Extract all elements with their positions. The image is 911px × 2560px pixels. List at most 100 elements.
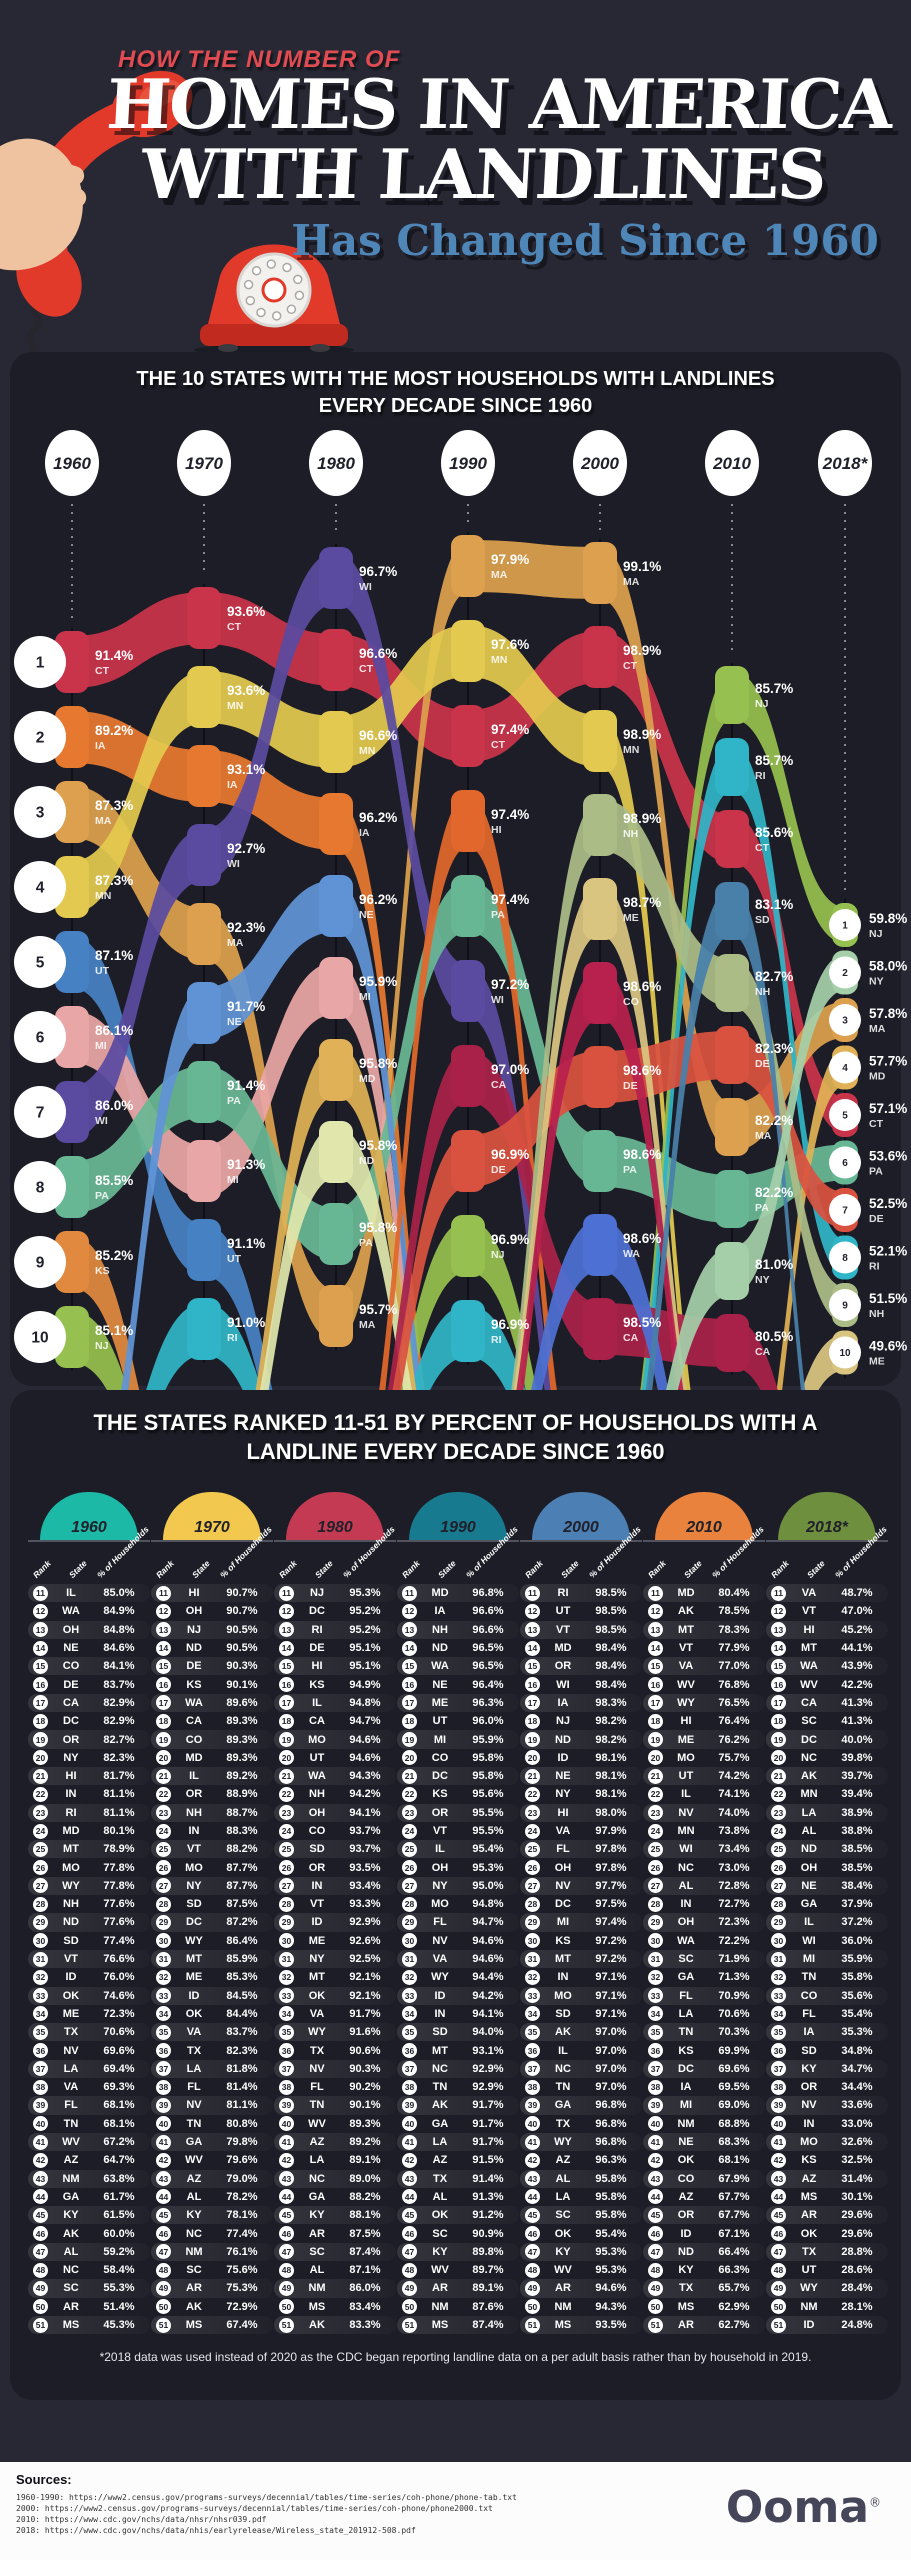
rank-badge: 23: [156, 1805, 171, 1821]
node-state-label: CA: [491, 1079, 507, 1091]
state-cell: NV: [555, 1879, 571, 1892]
left-rank-circle: [14, 1011, 66, 1063]
state-cell: AR: [186, 2282, 202, 2295]
percent-cell: 61.5%: [103, 2209, 135, 2222]
table-row: 29 ND 77.6%: [28, 1913, 150, 1932]
state-cell: AL: [432, 2190, 448, 2203]
rank-badge: 32: [156, 1969, 171, 1985]
table-row: 27 WY 77.8%: [28, 1876, 150, 1896]
state-cell: TX: [63, 2026, 79, 2039]
state-cell: LA: [801, 1806, 817, 1819]
rank-badge: 25: [402, 1841, 417, 1857]
node-pct-label: 97.4%: [491, 892, 529, 907]
percent-cell: 79.0%: [226, 2172, 258, 2185]
rank-badge: 41: [33, 2134, 48, 2150]
left-rank-circle: [14, 1311, 66, 1363]
percent-cell: 95.3%: [472, 1861, 504, 1874]
table-row: 16 WV 76.8%: [643, 1675, 765, 1693]
rank-badge: 32: [771, 1969, 786, 1985]
table-row: 47 NM 76.1%: [151, 2242, 273, 2261]
state-cell: DE: [309, 1642, 325, 1655]
rank-badge: 51: [156, 2317, 171, 2333]
state-cell: AK: [309, 2319, 325, 2332]
decade-arch-header: 1980: [286, 1492, 384, 1540]
percent-cell: 69.6%: [103, 2044, 135, 2057]
state-cell: IA: [680, 2081, 692, 2094]
source-line: 1960-1990: https://www2.census.gov/progr…: [16, 2493, 517, 2502]
percent-cell: 98.1%: [595, 1751, 627, 1764]
percent-cell: 75.3%: [226, 2282, 258, 2295]
rank-badge: 40: [156, 2116, 171, 2132]
rank-badge: 23: [279, 1805, 294, 1821]
table-row: 41 WV 67.2%: [28, 2132, 150, 2152]
state-cell: KS: [432, 1788, 448, 1801]
percent-cell: 39.8%: [841, 1751, 873, 1764]
state-cell: MS: [800, 2190, 818, 2203]
node-state-label: DE: [755, 1058, 770, 1070]
state-cell: WA: [185, 1696, 203, 1709]
decade-label: 1960: [53, 454, 91, 473]
table-row: 50 MS 62.9%: [643, 2298, 765, 2316]
table-row: 44 GA 88.2%: [274, 2188, 396, 2206]
table-row: 25 SD 93.7%: [274, 1840, 396, 1859]
state-cell: CA: [63, 1696, 79, 1709]
state-cell: SC: [678, 1953, 694, 1966]
state-cell: NC: [63, 2264, 79, 2277]
percent-cell: 89.1%: [349, 2154, 381, 2167]
state-cell: LA: [555, 2190, 571, 2203]
table-row: 43 TX 91.4%: [397, 2169, 519, 2188]
bump-node: [715, 1314, 749, 1372]
table-row: 37 NV 90.3%: [274, 2059, 396, 2079]
state-cell: AK: [186, 2300, 202, 2313]
table-row: 49 WY 28.4%: [766, 2279, 888, 2298]
rank-badge: 26: [33, 1860, 48, 1876]
percent-cell: 88.1%: [349, 2209, 381, 2222]
percent-cell: 76.4%: [718, 1715, 750, 1728]
state-cell: ID: [680, 2227, 692, 2240]
percent-cell: 34.8%: [841, 2044, 873, 2057]
state-cell: NH: [309, 1788, 325, 1801]
node-pct-label: 95.8%: [359, 1138, 397, 1153]
rank-badge: 24: [648, 1823, 663, 1839]
rank-badge: 17: [525, 1695, 540, 1711]
decade-circle: [309, 430, 363, 496]
rank-badge: 33: [33, 1988, 48, 2004]
table-row: 16 DE 83.7%: [28, 1675, 150, 1693]
table-row: 39 NV 33.6%: [766, 2096, 888, 2115]
table-row: 39 MI 69.0%: [643, 2096, 765, 2115]
node-pct-label: 96.2%: [359, 810, 397, 825]
state-cell: OK: [308, 1989, 326, 2002]
percent-cell: 38.5%: [841, 1861, 873, 1874]
rank-badge: 42: [156, 2152, 171, 2168]
state-cell: FL: [802, 2007, 816, 2020]
percent-cell: 72.8%: [718, 1879, 750, 1892]
node-pct-label: 85.2%: [95, 1248, 133, 1263]
node-pct-label: 98.9%: [623, 727, 661, 742]
percent-cell: 91.3%: [472, 2190, 504, 2203]
rank-badge: 12: [156, 1603, 171, 1619]
percent-cell: 97.7%: [595, 1879, 627, 1892]
rank-badge: 18: [648, 1713, 663, 1729]
table-row: 32 ID 76.0%: [28, 1968, 150, 1986]
state-cell: NC: [186, 2227, 202, 2240]
table-row: 28 IN 72.7%: [643, 1895, 765, 1913]
state-cell: ND: [186, 1642, 202, 1655]
percent-cell: 71.3%: [718, 1971, 750, 1984]
table-row: 28 SD 87.5%: [151, 1895, 273, 1913]
rank-badge: 39: [156, 2097, 171, 2113]
hand-icon: [0, 138, 87, 271]
node-pct-label: 52.1%: [869, 1244, 907, 1259]
bump-ribbon: [732, 671, 845, 943]
table-row: 23 OH 94.1%: [274, 1803, 396, 1822]
state-cell: DC: [63, 1715, 79, 1728]
state-cell: NM: [677, 2117, 695, 2130]
percent-cell: 32.6%: [841, 2136, 873, 2149]
percent-cell: 66.3%: [718, 2264, 750, 2277]
rank-badge: 26: [279, 1860, 294, 1876]
state-cell: UT: [678, 1770, 694, 1783]
state-cell: OH: [62, 1623, 80, 1636]
percent-cell: 87.6%: [472, 2300, 504, 2313]
rank-badge: 39: [648, 2097, 663, 2113]
node-state-label: WI: [227, 858, 240, 870]
percent-cell: 94.6%: [472, 1934, 504, 1947]
